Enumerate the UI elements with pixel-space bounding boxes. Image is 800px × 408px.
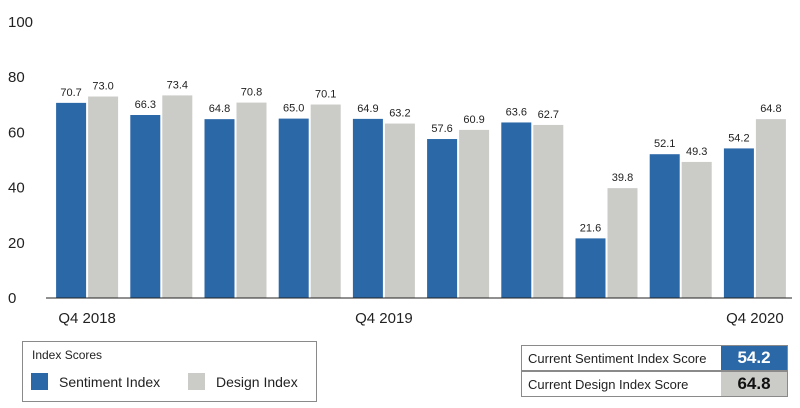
- x-category-label: Q4 2020: [726, 310, 784, 327]
- y-tick-label: 60: [8, 124, 25, 141]
- sentiment-score-value: 54.2: [721, 346, 787, 370]
- sentiment-bar-value-label: 21.6: [580, 222, 601, 234]
- sentiment-bar-value-label: 70.7: [60, 87, 81, 99]
- design-bar: [88, 96, 119, 299]
- design-bar: [310, 104, 341, 298]
- current-sentiment-score: Current Sentiment Index Score 54.2: [521, 345, 788, 371]
- sentiment-bar-value-label: 66.3: [135, 99, 156, 111]
- sentiment-bar: [723, 148, 754, 298]
- bar-chart: 0 20 40 60 80 100 70.7 73.0 Q4 2018 66.3 73.4 64.8 7…: [8, 14, 792, 327]
- sentiment-bar-value-label: 63.6: [506, 106, 527, 118]
- y-tick-label: 0: [8, 290, 16, 307]
- design-bar: [459, 129, 490, 298]
- sentiment-bar-value-label: 64.9: [357, 103, 378, 115]
- design-bar: [533, 124, 564, 298]
- design-bar: [162, 95, 193, 298]
- legend-title: Index Scores: [32, 348, 103, 362]
- sentiment-bar-value-label: 65.0: [283, 103, 304, 115]
- design-bar-value-label: 62.7: [538, 109, 559, 121]
- design-bar-value-label: 73.4: [167, 79, 188, 91]
- y-tick-label: 80: [8, 69, 25, 86]
- legend: Index Scores Sentiment Index Design Inde…: [22, 341, 317, 402]
- design-bar-value-label: 70.1: [315, 89, 336, 101]
- design-bar-value-label: 60.9: [463, 114, 484, 126]
- design-score-label: Current Design Index Score: [528, 376, 689, 392]
- sentiment-bar-value-label: 57.6: [431, 123, 452, 135]
- design-swatch: [188, 373, 205, 390]
- x-category-label: Q4 2018: [58, 310, 116, 327]
- design-bar: [755, 119, 786, 298]
- sentiment-bar-value-label: 54.2: [728, 132, 749, 144]
- legend-item-sentiment: Sentiment Index: [31, 373, 160, 390]
- sentiment-bar: [352, 118, 383, 298]
- sentiment-bar-value-label: 64.8: [209, 103, 230, 115]
- design-bar: [236, 102, 267, 298]
- legend-item-design: Design Index: [188, 373, 298, 390]
- sentiment-bar: [427, 139, 458, 298]
- design-score-value: 64.8: [721, 372, 787, 396]
- sentiment-bar: [575, 238, 606, 298]
- sentiment-bar: [278, 118, 309, 298]
- design-bar: [607, 188, 638, 298]
- sentiment-bar: [204, 119, 235, 298]
- design-bar: [384, 123, 415, 299]
- design-bar-value-label: 73.0: [92, 81, 113, 93]
- sentiment-bar-value-label: 52.1: [654, 138, 675, 150]
- legend-label-design: Design Index: [216, 373, 298, 390]
- design-bar: [681, 161, 712, 298]
- design-bar-value-label: 70.8: [241, 87, 262, 99]
- legend-label-sentiment: Sentiment Index: [59, 373, 161, 390]
- sentiment-swatch: [31, 373, 48, 390]
- design-bar-value-label: 39.8: [612, 172, 633, 184]
- design-bar-value-label: 64.8: [760, 103, 781, 115]
- sentiment-score-label: Current Sentiment Index Score: [528, 350, 707, 366]
- y-tick-label: 20: [8, 235, 25, 252]
- sentiment-bar: [56, 102, 87, 298]
- y-tick-label: 40: [8, 180, 25, 197]
- design-bar-value-label: 63.2: [389, 108, 410, 120]
- design-bar-value-label: 49.3: [686, 146, 707, 158]
- sentiment-bar: [649, 154, 680, 298]
- y-tick-label: 100: [8, 14, 33, 31]
- sentiment-bar: [130, 115, 161, 299]
- current-design-score: Current Design Index Score 64.8: [521, 371, 788, 397]
- x-category-label: Q4 2019: [355, 310, 413, 327]
- sentiment-bar: [501, 122, 532, 299]
